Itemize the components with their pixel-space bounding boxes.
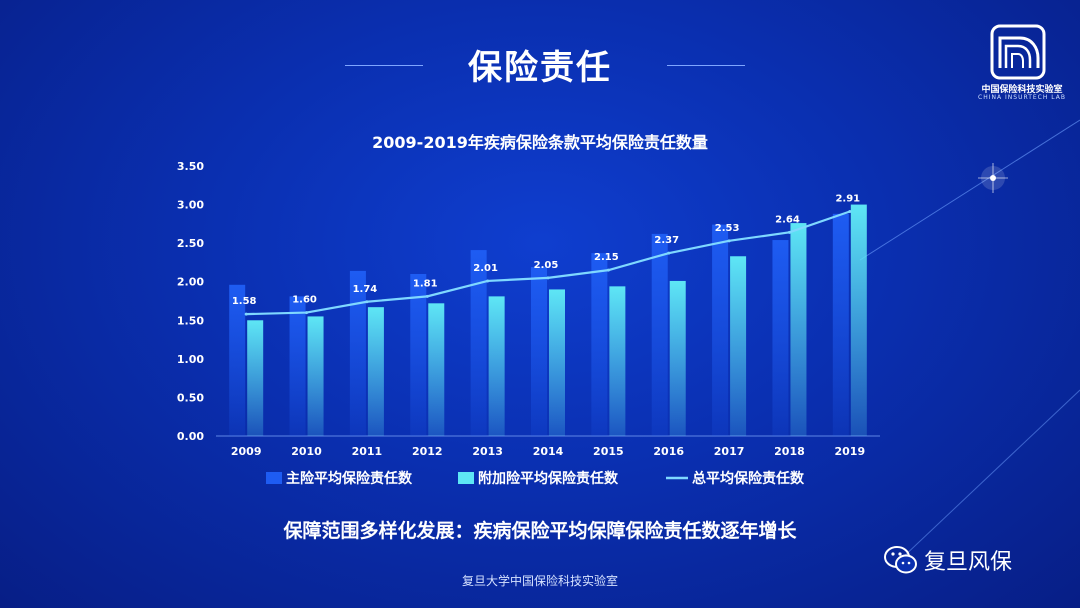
data-label-total: 1.60 bbox=[292, 295, 317, 306]
bar-main-2010 bbox=[289, 296, 306, 436]
bar-main-2019 bbox=[832, 213, 849, 436]
title-divider-right bbox=[667, 65, 745, 66]
legend-label-rider: 附加险平均保险责任数 bbox=[478, 470, 619, 487]
legend-swatch-rider bbox=[458, 472, 474, 484]
legend-swatch-main bbox=[266, 472, 282, 484]
bar-rider-2015 bbox=[609, 286, 626, 436]
x-tick-label: 2011 bbox=[352, 445, 383, 458]
data-label-total: 2.53 bbox=[715, 223, 740, 234]
bar-main-2018 bbox=[772, 240, 789, 436]
bar-rider-2018 bbox=[790, 223, 807, 436]
y-tick-label: 0.00 bbox=[177, 430, 204, 443]
y-tick-label: 3.00 bbox=[177, 199, 204, 212]
x-tick-label: 2013 bbox=[472, 445, 503, 458]
line-point-2018 bbox=[787, 230, 791, 234]
y-tick-label: 1.50 bbox=[177, 314, 204, 327]
line-point-2019 bbox=[848, 210, 852, 214]
x-tick-label: 2010 bbox=[291, 445, 322, 458]
lab-logo-icon bbox=[990, 24, 1046, 80]
bar-main-2017 bbox=[712, 224, 729, 436]
title-divider-left bbox=[345, 65, 423, 66]
bar-main-2012 bbox=[410, 274, 427, 436]
bar-rider-2013 bbox=[488, 296, 505, 436]
x-tick-label: 2018 bbox=[774, 445, 805, 458]
x-tick-label: 2019 bbox=[835, 445, 866, 458]
line-point-2014 bbox=[546, 276, 550, 280]
title-area: 保险责任 bbox=[0, 38, 1080, 92]
page-title: 保险责任 bbox=[468, 48, 612, 88]
bar-rider-2011 bbox=[367, 307, 384, 436]
data-label-total: 1.58 bbox=[232, 296, 257, 307]
legend-label-main: 主险平均保险责任数 bbox=[286, 470, 413, 487]
y-tick-label: 3.50 bbox=[177, 160, 204, 173]
bar-rider-2012 bbox=[428, 303, 445, 436]
x-tick-label: 2014 bbox=[533, 445, 564, 458]
data-label-total: 2.91 bbox=[835, 194, 860, 205]
bar-main-2013 bbox=[470, 250, 487, 436]
line-point-2017 bbox=[727, 239, 731, 243]
bar-main-2014 bbox=[531, 267, 547, 436]
x-tick-label: 2015 bbox=[593, 445, 624, 458]
bar-main-2015 bbox=[591, 253, 608, 436]
bar-main-2016 bbox=[651, 233, 668, 436]
bar-rider-2010 bbox=[307, 316, 324, 436]
y-tick-label: 2.00 bbox=[177, 276, 204, 289]
page-subtitle: 保障范围多样化发展：疾病保险平均保障保险责任数逐年增长 bbox=[283, 520, 797, 542]
data-label-total: 1.81 bbox=[413, 278, 438, 289]
x-tick-label: 2016 bbox=[653, 445, 684, 458]
lab-logo: 中国保险科技实验室 CHINA INSURTECH LAB bbox=[972, 24, 1072, 106]
y-tick-label: 0.50 bbox=[177, 391, 204, 404]
legend-label-total: 总平均保险责任数 bbox=[692, 470, 805, 487]
wechat-account-name: 复旦风保 bbox=[924, 550, 1013, 575]
x-tick-label: 2009 bbox=[231, 445, 262, 458]
data-label-total: 2.15 bbox=[594, 252, 619, 263]
bar-main-2011 bbox=[349, 270, 366, 436]
data-label-total: 2.05 bbox=[534, 260, 559, 271]
y-tick-label: 2.50 bbox=[177, 237, 204, 250]
line-point-2010 bbox=[305, 311, 309, 315]
line-point-2011 bbox=[365, 300, 369, 304]
lab-logo-name-cn: 中国保险科技实验室 bbox=[981, 85, 1063, 95]
bar-rider-2016 bbox=[669, 280, 686, 436]
line-point-2016 bbox=[667, 251, 671, 255]
line-point-2009 bbox=[244, 312, 248, 316]
data-label-total: 1.74 bbox=[353, 284, 378, 295]
bar-rider-2014 bbox=[549, 289, 565, 436]
lab-logo-name-en: CHINA INSURTECH LAB bbox=[978, 94, 1066, 101]
data-label-total: 2.64 bbox=[775, 214, 800, 225]
bar-rider-2017 bbox=[730, 256, 747, 436]
x-tick-label: 2017 bbox=[714, 445, 745, 458]
x-tick-label: 2012 bbox=[412, 445, 443, 458]
line-point-2013 bbox=[486, 279, 490, 283]
line-point-2012 bbox=[425, 294, 429, 298]
bar-main-2009 bbox=[229, 284, 246, 436]
y-tick-label: 1.00 bbox=[177, 353, 204, 366]
wechat-watermark: 复旦风保 bbox=[884, 542, 1012, 578]
bar-rider-2009 bbox=[247, 320, 264, 436]
bar-rider-2019 bbox=[850, 204, 867, 436]
data-label-total: 2.37 bbox=[654, 235, 679, 246]
page-footer: 复旦大学中国保险科技实验室 bbox=[461, 574, 618, 588]
wechat-icon bbox=[884, 546, 917, 574]
chart-title: 2009-2019年疾病保险条款平均保险责任数量 bbox=[372, 133, 708, 152]
data-label-total: 2.01 bbox=[473, 263, 498, 274]
line-point-2015 bbox=[606, 268, 610, 272]
